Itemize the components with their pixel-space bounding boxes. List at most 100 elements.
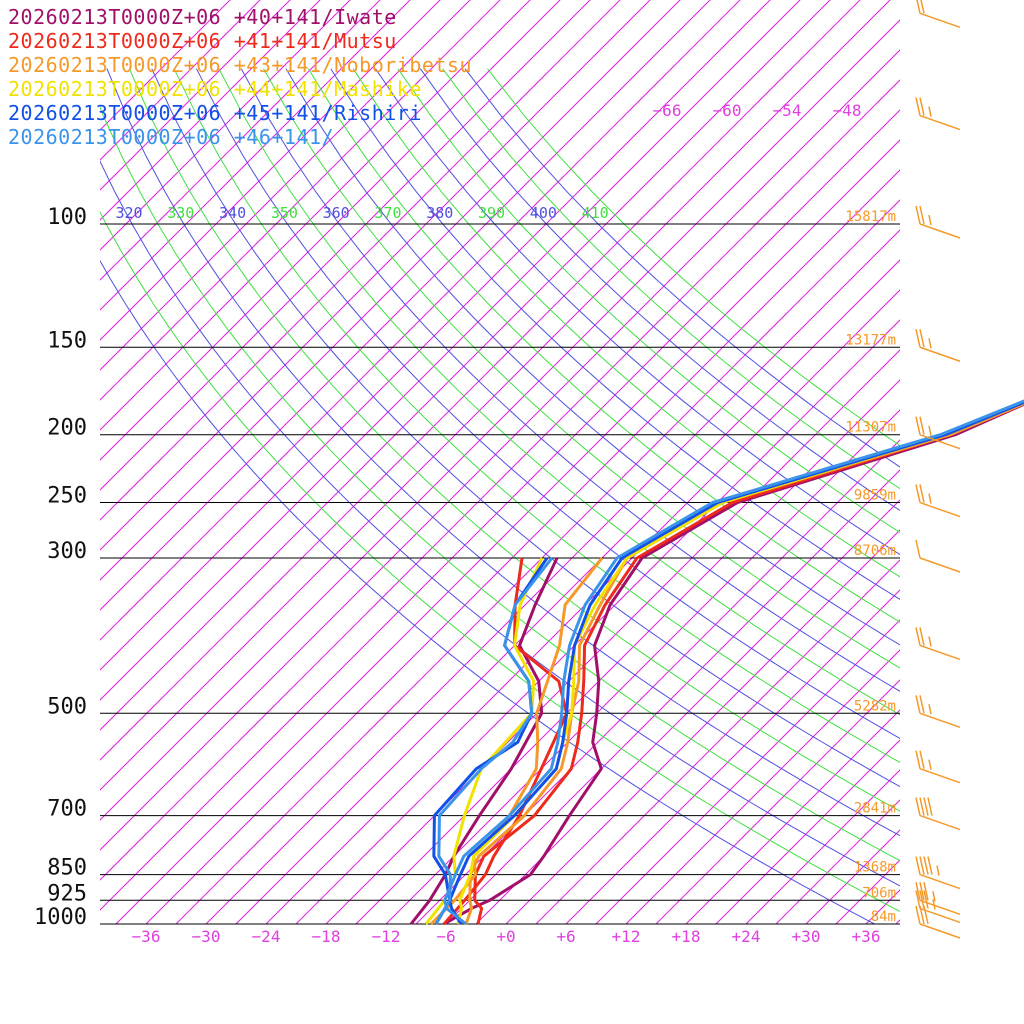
isotherm-line [415, 439, 900, 924]
moist-adiabat-line [352, 68, 900, 578]
wind-barbs [915, 0, 961, 939]
isotherm-line [895, 919, 900, 924]
isotherm-line [295, 319, 900, 924]
wind-barb [915, 695, 961, 728]
theta-label: 400 [530, 204, 557, 222]
wind-barb [915, 205, 961, 239]
chart-grid [100, 0, 900, 924]
isotherm-line [445, 469, 900, 924]
isotherm-top-label: −48 [833, 101, 862, 120]
wind-barb [915, 627, 961, 661]
wind-barb-half [928, 425, 932, 436]
isotherm-line [100, 0, 321, 221]
legend-entry: 20260213T0000Z+06 +41+141/Mutsu [8, 29, 397, 53]
pressure-label: 700 [47, 797, 87, 822]
isobar-lines [100, 223, 900, 925]
pressure-label: 250 [47, 484, 87, 509]
wind-barb-staff [919, 501, 961, 518]
isotherm-line [625, 649, 900, 924]
isotherm-top-label: −66 [653, 101, 682, 120]
wind-barb-flag [919, 797, 925, 816]
wind-barb-staff [919, 346, 961, 362]
wind-barb-flag [915, 97, 921, 116]
isotherm-line [685, 709, 900, 924]
wind-barb-flag [915, 750, 921, 769]
dewpoint-line [409, 557, 559, 925]
temperature-tick-label: −18 [312, 927, 341, 946]
temperature-tick-label: −30 [192, 927, 221, 946]
wind-barb-staff [919, 923, 961, 939]
wind-barb-staff [919, 907, 961, 924]
isotherm-line [100, 0, 441, 341]
isotherm-line [100, 0, 831, 731]
height-label: 84m [871, 909, 896, 925]
moist-adiabat-line [173, 68, 900, 763]
dry-adiabat-line [330, 68, 900, 600]
theta-label: 360 [323, 204, 350, 222]
temperature-line [456, 400, 1024, 925]
wind-barb-flag [919, 484, 925, 503]
isotherm-line [175, 199, 900, 924]
height-label: 13177m [845, 332, 896, 348]
temperature-line [443, 399, 1024, 926]
temperature-line [443, 402, 1024, 926]
temperature-tick-label: +36 [852, 927, 881, 946]
legend-entry: 20260213T0000Z+06 +46+141/ [8, 125, 334, 149]
wind-barb-flag [915, 329, 921, 348]
wind-barb [915, 539, 961, 573]
dry-adiabat-line [375, 68, 900, 556]
wind-barb-flag [920, 0, 925, 14]
wind-barb-staff [919, 873, 961, 890]
wind-barb [915, 484, 961, 518]
dry-adiabat-line [419, 68, 900, 512]
temperature-line [448, 400, 1024, 925]
wind-barb-flag [927, 797, 933, 816]
dry-adiabat-line [464, 68, 900, 468]
isotherm-line [775, 799, 900, 924]
height-label: 8706m [854, 543, 896, 559]
pressure-label: 200 [47, 416, 87, 441]
wind-barb-flag [919, 97, 925, 116]
wind-barb-flag [915, 882, 921, 901]
temperature-tick-label: +30 [792, 927, 821, 946]
height-label: 11307m [845, 420, 896, 436]
legend-entry: 20260213T0000Z+06 +44+141/Mashike [8, 77, 422, 101]
wind-barb-flag [916, 0, 921, 14]
wind-barb-staff [919, 644, 961, 661]
isotherm-line [505, 529, 900, 924]
wind-barb-staff [919, 12, 961, 28]
wind-barb-flag [919, 416, 925, 435]
wind-barb-half [928, 759, 932, 770]
axis-labels: 320 330 340 350 360 370 380 390 400 410 −66 −60 −54 −… [34, 101, 896, 946]
theta-label: 320 [115, 204, 142, 222]
isotherm-line [100, 0, 471, 371]
wind-barb [915, 797, 961, 831]
isotherm-line [205, 229, 900, 924]
wind-barb-flag [927, 856, 933, 875]
dry-adiabat-line [151, 68, 900, 788]
wind-barb-flag [915, 539, 921, 559]
wind-barb-flag [915, 905, 921, 925]
wind-barb-flag [915, 695, 921, 714]
theta-label: 380 [426, 204, 453, 222]
temperature-tick-label: +6 [556, 927, 575, 946]
wind-barb-flag [923, 905, 929, 925]
isotherm-line [100, 109, 900, 911]
isotherm-line [115, 139, 900, 924]
isotherm-line [475, 499, 900, 924]
legend: 20260213T0000Z+06 +40+141/Iwate20260213T… [8, 5, 472, 149]
wind-barb-flag [919, 890, 925, 909]
wind-barb-staff [919, 114, 961, 131]
isotherm-line [100, 0, 561, 461]
isotherm-line [100, 0, 651, 551]
isotherm-line [565, 589, 900, 924]
wind-barb-half [936, 865, 940, 876]
series-group [434, 399, 1024, 926]
isotherm-line [100, 0, 351, 251]
isotherm-line [655, 679, 900, 924]
wind-barb-flag [919, 627, 925, 646]
isotherm-line [100, 0, 531, 431]
moist-adiabat-line [218, 68, 900, 716]
wind-barb-flag [919, 750, 925, 769]
